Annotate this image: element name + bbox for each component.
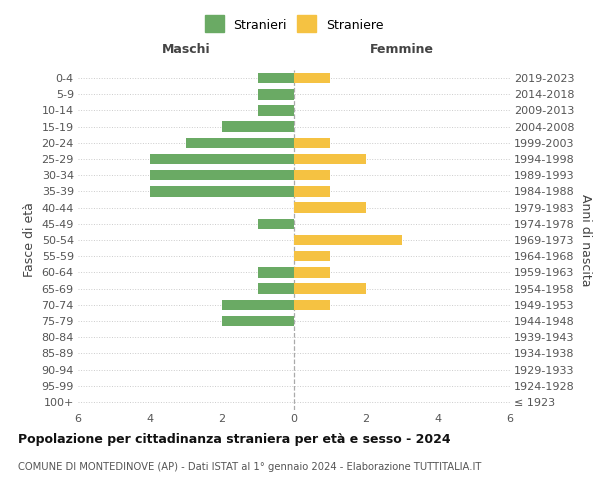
- Text: Maschi: Maschi: [161, 44, 211, 57]
- Bar: [258, 267, 294, 278]
- Bar: [294, 284, 366, 294]
- Y-axis label: Anni di nascita: Anni di nascita: [578, 194, 592, 286]
- Bar: [222, 316, 294, 326]
- Legend: Stranieri, Straniere: Stranieri, Straniere: [201, 15, 387, 36]
- Bar: [258, 218, 294, 229]
- Bar: [150, 170, 294, 180]
- Bar: [258, 105, 294, 116]
- Text: Popolazione per cittadinanza straniera per età e sesso - 2024: Popolazione per cittadinanza straniera p…: [18, 432, 451, 446]
- Bar: [294, 138, 330, 148]
- Bar: [294, 170, 330, 180]
- Bar: [294, 154, 366, 164]
- Y-axis label: Fasce di età: Fasce di età: [23, 202, 36, 278]
- Bar: [186, 138, 294, 148]
- Bar: [294, 251, 330, 262]
- Bar: [294, 300, 330, 310]
- Bar: [294, 73, 330, 84]
- Bar: [258, 89, 294, 100]
- Bar: [258, 284, 294, 294]
- Bar: [222, 300, 294, 310]
- Bar: [294, 267, 330, 278]
- Bar: [294, 202, 366, 213]
- Bar: [150, 186, 294, 196]
- Bar: [294, 186, 330, 196]
- Bar: [294, 234, 402, 246]
- Bar: [150, 154, 294, 164]
- Bar: [258, 73, 294, 84]
- Text: Femmine: Femmine: [370, 44, 434, 57]
- Text: COMUNE DI MONTEDINOVE (AP) - Dati ISTAT al 1° gennaio 2024 - Elaborazione TUTTIT: COMUNE DI MONTEDINOVE (AP) - Dati ISTAT …: [18, 462, 481, 472]
- Bar: [222, 122, 294, 132]
